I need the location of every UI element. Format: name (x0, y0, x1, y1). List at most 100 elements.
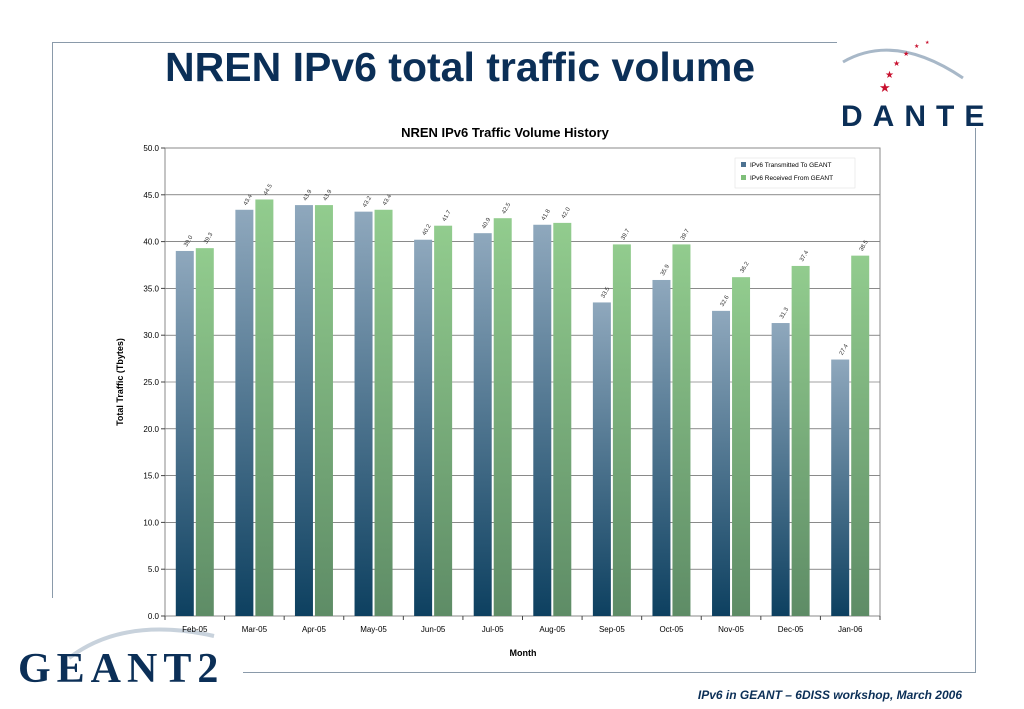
dante-star-3: ★ (893, 59, 900, 68)
gridlines (165, 194, 880, 570)
bar-transmitted-nov-05 (712, 310, 731, 616)
y-tick-label-3: 15.0 (143, 472, 159, 481)
frame-top-line (52, 42, 837, 43)
bar-transmitted-jun-05 (414, 239, 433, 616)
frame-bottom-line (243, 672, 976, 673)
bar-received-dec-05 (791, 265, 810, 616)
dante-star-1: ★ (879, 81, 891, 96)
data-label-received-may-05: 43.4 (382, 193, 393, 207)
frame-left-line (52, 42, 53, 598)
dante-wordmark: DANTE (841, 100, 994, 130)
data-label-received-sep-05: 39.7 (620, 228, 631, 242)
data-label-transmitted-nov-05: 32.6 (720, 294, 731, 308)
bar-transmitted-sep-05 (592, 302, 611, 616)
bar-received-jan-06 (851, 255, 870, 616)
legend: IPv6 Transmitted To GEANT IPv6 Received F… (734, 157, 856, 189)
y-tick-label-5: 25.0 (143, 378, 159, 387)
data-label-transmitted-apr-05: 43.9 (302, 188, 313, 202)
y-tick-label-6: 30.0 (143, 331, 159, 340)
bar-transmitted-jan-06 (831, 359, 850, 616)
legend-label-transmitted: IPv6 Transmitted To GEANT (750, 162, 832, 169)
x-tick-label-sep-05: Sep-05 (599, 625, 625, 634)
data-label-transmitted-feb-05: 39.0 (183, 234, 194, 248)
dante-swoosh (842, 48, 964, 80)
bar-transmitted-mar-05 (235, 209, 254, 616)
data-label-transmitted-dec-05: 31.3 (779, 306, 790, 320)
bar-received-sep-05 (612, 244, 631, 616)
bar-transmitted-may-05 (354, 211, 373, 616)
dante-star-5: ★ (914, 43, 919, 50)
x-tick-label-nov-05: Nov-05 (718, 625, 744, 634)
dante-logo: ★ ★ ★ ★ ★ ★ DANTE (841, 40, 994, 130)
dante-star-6: ★ (925, 40, 930, 46)
data-label-transmitted-sep-05: 33.5 (600, 286, 611, 300)
geant-wordmark: GEANT2 (18, 646, 224, 690)
data-label-received-jan-06: 38.5 (859, 239, 870, 253)
axes: 0.0 5.0 10.0 15.0 20.0 25.0 30.0 35.0 40.0 45.0 50… (143, 144, 881, 634)
legend-swatch-received (741, 175, 746, 180)
data-label-received-apr-05: 43.9 (322, 188, 333, 202)
y-tick-label-1: 5.0 (148, 565, 160, 574)
bar-transmitted-oct-05 (652, 279, 671, 616)
data-label-transmitted-may-05: 43.2 (362, 195, 373, 209)
bar-received-aug-05 (553, 222, 572, 616)
y-tick-label-9: 45.0 (143, 191, 159, 200)
data-label-received-jun-05: 41.7 (442, 209, 453, 223)
x-tick-label-may-05: May-05 (360, 625, 387, 634)
bar-received-jun-05 (434, 225, 453, 617)
bars (175, 199, 870, 617)
data-label-transmitted-jun-05: 40.2 (422, 223, 433, 237)
bar-received-nov-05 (732, 277, 751, 616)
bar-transmitted-feb-05 (175, 250, 194, 616)
bar-chart: NREN IPv6 Traffic Volume History 0.0 5.0 1… (115, 125, 881, 658)
data-label-transmitted-jul-05: 40.9 (481, 216, 492, 230)
bar-transmitted-aug-05 (533, 224, 552, 616)
geant2-logo: GEANT2 (18, 627, 224, 690)
y-tick-label-2: 10.0 (143, 518, 159, 527)
data-label-transmitted-jan-06: 27.4 (839, 343, 850, 357)
data-label-received-oct-05: 39.7 (680, 228, 691, 242)
y-tick-label-4: 20.0 (143, 425, 159, 434)
dante-star-4: ★ (903, 50, 909, 58)
bar-received-mar-05 (255, 199, 274, 616)
bar-transmitted-jul-05 (473, 233, 492, 616)
bar-received-apr-05 (314, 205, 333, 616)
legend-box (734, 157, 856, 189)
data-label-received-mar-05: 44.5 (263, 183, 274, 197)
data-label-received-nov-05: 36.2 (740, 260, 751, 274)
dante-star-2: ★ (885, 70, 894, 81)
geant-swoosh (67, 627, 215, 660)
chart-title: NREN IPv6 Traffic Volume History (401, 125, 610, 140)
frame-right-line (975, 128, 976, 673)
bar-received-feb-05 (195, 248, 214, 617)
data-label-received-jul-05: 42.5 (501, 202, 512, 216)
data-label-received-feb-05: 39.3 (203, 231, 214, 245)
x-axis-label: Month (510, 648, 537, 658)
data-label-received-aug-05: 42.0 (561, 206, 572, 220)
x-tick-label-aug-05: Aug-05 (539, 625, 565, 634)
x-tick-label-mar-05: Mar-05 (242, 625, 268, 634)
legend-swatch-transmitted (741, 162, 746, 167)
data-label-transmitted-oct-05: 35.9 (660, 263, 671, 277)
bar-received-may-05 (374, 209, 393, 616)
y-tick-label-8: 40.0 (143, 238, 159, 247)
data-label-transmitted-mar-05: 43.4 (243, 193, 254, 207)
bar-received-oct-05 (672, 244, 691, 616)
y-tick-label-10: 50.0 (143, 144, 159, 153)
x-tick-label-jul-05: Jul-05 (482, 625, 504, 634)
x-tick-label-jun-05: Jun-05 (421, 625, 446, 634)
y-tick-label-7: 35.0 (143, 284, 159, 293)
legend-label-received: IPv6 Received From GEANT (750, 175, 833, 182)
y-tick-label-0: 0.0 (148, 612, 160, 621)
data-label-received-dec-05: 37.4 (799, 249, 810, 263)
x-tick-label-dec-05: Dec-05 (778, 625, 804, 634)
x-tick-label-oct-05: Oct-05 (659, 625, 684, 634)
bar-received-jul-05 (493, 218, 512, 616)
slide-title: NREN IPv6 total traffic volume (165, 44, 756, 90)
data-labels: 39.0 39.3 43.4 44.5 43.9 43.9 43.2 43.4 40.2 41.7… (183, 183, 870, 357)
data-label-transmitted-aug-05: 41.8 (541, 208, 552, 222)
x-tick-label-apr-05: Apr-05 (302, 625, 327, 634)
bar-transmitted-apr-05 (294, 205, 313, 616)
bar-transmitted-dec-05 (771, 323, 790, 616)
footer-text: IPv6 in GEANT – 6DISS workshop, March 20… (697, 688, 962, 702)
